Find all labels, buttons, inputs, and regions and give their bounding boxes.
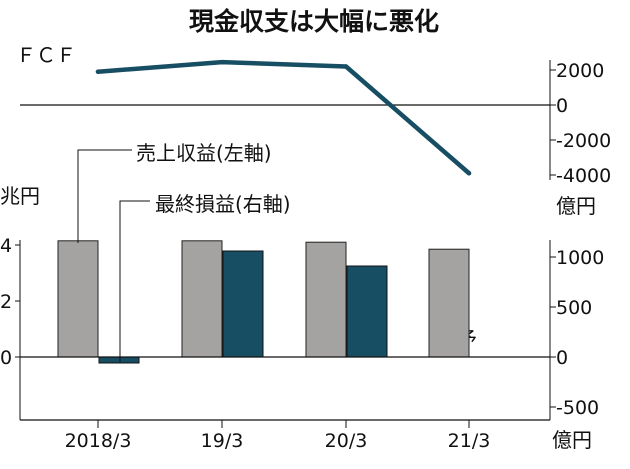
fcf-point bbox=[343, 64, 349, 69]
net-income-bar bbox=[346, 265, 388, 358]
right-tick-label: -500 bbox=[556, 397, 599, 419]
x-tick-label: 2018/3 bbox=[65, 430, 132, 452]
fcf-point bbox=[95, 69, 101, 74]
x-tick-label: 21/3 bbox=[448, 430, 491, 452]
left-tick-label: 0 bbox=[0, 347, 12, 369]
legend-revenue: 売上収益(左軸) bbox=[136, 141, 272, 165]
net-income-bar bbox=[222, 250, 264, 358]
fcf-tick-label: 0 bbox=[556, 95, 568, 117]
legend-net-income: 最終損益(右軸) bbox=[155, 192, 291, 216]
fcf-series-line bbox=[95, 59, 472, 176]
right-axis-unit-bottom: 億円 bbox=[552, 428, 592, 452]
revenue-bar bbox=[305, 241, 347, 358]
fcf-panel: ＦＣＦ 2000 0 -2000 -4000 bbox=[16, 43, 611, 187]
x-tick-label: 19/3 bbox=[201, 430, 244, 452]
net-income-bar bbox=[98, 356, 140, 364]
revenue-bar bbox=[57, 240, 99, 358]
left-tick-label: 2 bbox=[0, 291, 12, 313]
fcf-point bbox=[219, 59, 225, 65]
right-tick-label: 500 bbox=[556, 297, 592, 319]
fcf-tick-label: -4000 bbox=[556, 165, 611, 187]
x-tick-label: 20/3 bbox=[325, 430, 368, 452]
chart-title: 現金収支は大幅に悪化 bbox=[189, 7, 439, 36]
right-tick-label: 1000 bbox=[556, 247, 604, 269]
left-axis-unit: 兆円 bbox=[0, 184, 40, 208]
revenue-bar bbox=[428, 248, 470, 358]
right-tick-label: 0 bbox=[556, 347, 568, 369]
revenue-bar bbox=[181, 240, 223, 358]
legend-net-income-leader bbox=[119, 200, 150, 362]
left-tick-label: 4 bbox=[0, 235, 12, 257]
fcf-tick-label: 2000 bbox=[556, 60, 604, 82]
legend-revenue-leader bbox=[77, 149, 132, 243]
fcf-series-label: ＦＣＦ bbox=[16, 43, 76, 67]
right-axis-unit-top: 億円 bbox=[556, 194, 596, 218]
fcf-tick-label: -2000 bbox=[556, 130, 611, 152]
bar-panel: 兆円 億円 億円 売上収益(左軸) 最終損益(右軸) 予 42010005000… bbox=[0, 141, 604, 452]
fcf-point bbox=[466, 171, 472, 176]
